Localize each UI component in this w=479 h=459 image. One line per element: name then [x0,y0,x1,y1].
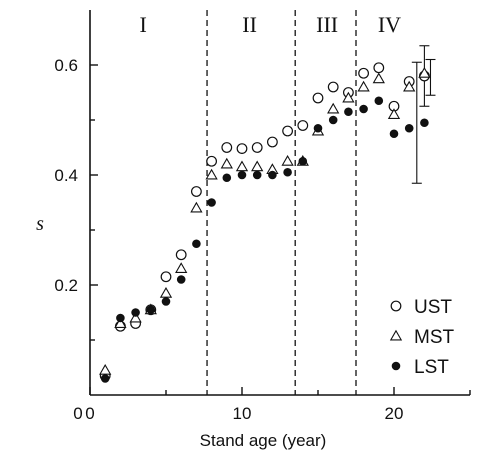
axes [89,10,470,396]
data-point-mst [190,201,203,213]
data-point-mst [114,317,127,328]
data-point-lst [359,104,368,114]
data-point-lst [283,167,292,177]
data-point-mst [99,363,112,375]
legend-label-lst: LST [414,357,449,378]
data-point-mst [327,102,340,114]
data-point-mst [281,154,294,166]
region-label: II [242,12,257,37]
data-point-lst [146,305,156,315]
region-label: III [316,12,338,37]
data-point-lst [328,115,338,125]
legend: UST MST LST [389,297,455,378]
data-point-mst [387,108,401,119]
series-ust [99,62,430,382]
legend-label-ust: UST [414,297,452,318]
data-point-lst [131,308,140,317]
data-point-mst [129,311,142,323]
data-point-lst [374,96,384,106]
data-point-mst [159,286,173,298]
data-point-mst [205,168,218,180]
region-label: IV [378,12,401,37]
data-point-ust [282,125,294,137]
data-point-mst [418,66,431,78]
x-tick-label: 20 [385,404,404,423]
data-point-lst [268,170,277,180]
y-tick-label: 0.6 [54,56,78,75]
data-point-lst [207,198,216,207]
data-point-lst [420,118,429,128]
data-point-lst [298,156,308,166]
data-point-mst [235,160,249,172]
data-point-lst [404,123,414,133]
data-point-mst [357,80,370,92]
legend-marker-mst [389,329,403,341]
origin-label: 0 [73,404,82,423]
series-mst [99,66,431,375]
data-point-mst [175,262,188,273]
data-point-lst [344,107,353,117]
data-point-ust [190,186,202,197]
data-point-ust [312,92,324,104]
region-label: I [140,12,147,37]
data-point-lst [313,123,323,133]
x-axis-title: Stand age (year) [200,431,327,450]
data-point-ust [267,136,278,148]
data-point-ust [327,81,339,93]
data-point-ust [206,155,218,167]
legend-marker-ust [390,300,402,312]
data-point-mst [220,157,233,169]
error-bar-layer [411,45,436,184]
data-point-lst [222,173,232,183]
data-point-lst [237,170,247,180]
data-point-mst [403,80,416,92]
data-point-ust [251,142,263,153]
legend-marker-lst [391,361,401,371]
data-point-mst [251,160,264,172]
data-point-lst [100,374,110,383]
data-point-lst [116,313,125,323]
y-tick-label: 0.2 [54,276,78,295]
region-layer: I II III IV [140,10,401,395]
x-tick-label: 10 [233,404,252,423]
series-lst [100,96,429,383]
y-axis-title: s [36,213,44,235]
y-tick-label: 0.4 [54,166,78,185]
data-point-lst [192,239,201,249]
data-point-ust [358,67,370,79]
x-tick-label: 0 [85,404,94,423]
data-point-lst [389,129,399,139]
data-point-ust [373,62,385,74]
data-point-ust [236,143,248,155]
data-point-ust [160,271,172,283]
data-point-mst [372,72,385,84]
data-point-lst [252,170,262,180]
points-layer [99,62,431,383]
tick-layer: 0 10 20 0.2 0.4 0.6 0 [54,56,471,423]
data-point-ust [175,249,187,261]
data-point-mst [342,91,355,103]
data-point-ust [221,142,233,153]
data-point-lst [176,275,186,284]
legend-label-mst: MST [414,327,455,348]
data-point-lst [161,297,171,306]
data-point-ust [297,120,309,131]
